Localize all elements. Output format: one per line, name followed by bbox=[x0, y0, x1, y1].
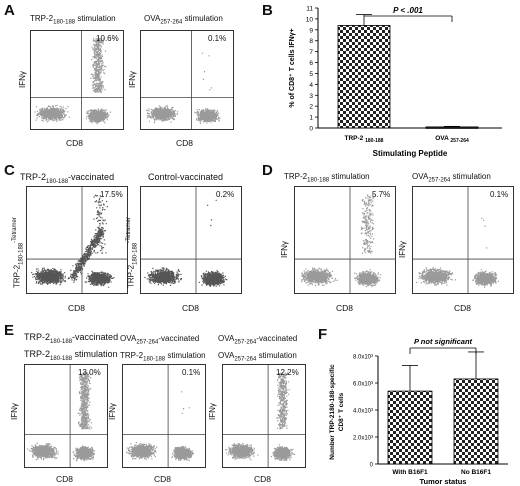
panel-e-ylabel-3: IFNγ bbox=[208, 403, 217, 420]
panel-letter-a: A bbox=[4, 2, 15, 19]
scatter-points bbox=[27, 187, 127, 293]
x-tick-label: With B16F1 bbox=[392, 469, 428, 476]
panel-d-right-title: OVA257-264 stimulation bbox=[412, 172, 491, 184]
panel-d-right-pct: 0.1% bbox=[490, 190, 509, 199]
scatter-points bbox=[123, 365, 205, 467]
y-tick-label: 8.0x10³ bbox=[353, 355, 373, 361]
panel-d-left-xlabel: CD8 bbox=[336, 303, 354, 313]
panel-e-col3-bottom: OVA257-264 stimulation bbox=[218, 351, 297, 363]
panel-e-col2-top: OVA257-264-vaccinated bbox=[120, 334, 200, 346]
y-tick-label: 10 bbox=[306, 16, 314, 23]
panel-letter-e: E bbox=[4, 322, 15, 339]
y-tick-label: 7 bbox=[309, 49, 313, 56]
y-tick-label: 3 bbox=[309, 93, 313, 100]
panel-e-scatter-2 bbox=[122, 364, 206, 468]
panel-c-left-title: TRP-2180-188-vaccinated bbox=[20, 172, 115, 185]
panel-a-right-xlabel: CD8 bbox=[176, 138, 194, 148]
panel-e-col1-top: TRP-2180-188-vaccinated bbox=[24, 332, 119, 345]
panel-e-pct-1: 13.0% bbox=[78, 368, 101, 377]
y-tick-label: 9 bbox=[309, 27, 313, 34]
panel-c-right-title: Control-vaccinated bbox=[148, 172, 224, 182]
panel-a-left-ylabel: IFNγ bbox=[18, 71, 27, 88]
panel-d-left-scatter bbox=[294, 186, 396, 294]
panel-a-right-title: OVA257-264 stimulation bbox=[144, 14, 223, 26]
panel-d-left-ylabel: IFNγ bbox=[280, 241, 289, 258]
x-axis-title: Stimulating Peptide bbox=[373, 149, 448, 158]
scatter-points bbox=[223, 365, 305, 467]
panel-e-scatter-3 bbox=[222, 364, 306, 468]
y-tick-label: 2 bbox=[309, 104, 313, 111]
y-tick-label: 2.0x10³ bbox=[353, 436, 373, 442]
panel-e-col2-bottom: TRP-2180-188 stimulation bbox=[120, 351, 206, 363]
panel-a-left-xlabel: CD8 bbox=[66, 138, 84, 148]
scatter-points bbox=[31, 31, 123, 129]
y-tick-label: 1 bbox=[309, 115, 313, 122]
panel-a-left-scatter bbox=[30, 30, 124, 130]
panel-e-ylabel-2: IFNγ bbox=[108, 403, 117, 420]
panel-a-right-scatter bbox=[140, 30, 234, 130]
panel-letter-c: C bbox=[4, 162, 15, 179]
panel-e-scatter-1 bbox=[24, 364, 108, 468]
panel-c-right-scatter bbox=[140, 186, 242, 294]
panel-c-right-xlabel: CD8 bbox=[182, 303, 200, 313]
x-axis-title: Tumor status bbox=[420, 477, 467, 486]
panel-e-col3-top: OVA257-264-vaccinated bbox=[218, 334, 298, 346]
scatter-points bbox=[141, 187, 241, 293]
panel-a-left-pct: 10.6% bbox=[96, 34, 119, 43]
x-tick-label: OVA 257-264 bbox=[435, 135, 469, 144]
panel-e-col1-bottom: TRP-2180-188 stimulation bbox=[24, 349, 118, 362]
scatter-points bbox=[141, 31, 233, 129]
panel-b-chart: 0 1 2 3 4 5 6 7 8 9 10 11 TRP-2 180-188 OVA 257-264 St… bbox=[288, 6, 502, 158]
x-tick-label: No B16F1 bbox=[461, 469, 491, 476]
panel-d-left-pct: 5.7% bbox=[372, 190, 391, 199]
scatter-points bbox=[25, 365, 107, 467]
panel-d-left-title: TRP-2180-188 stimulation bbox=[284, 172, 370, 184]
y-tick-label: 4.0x10³ bbox=[353, 409, 373, 415]
p-value: P < .001 bbox=[393, 6, 423, 15]
panel-c-right-pct: 0.2% bbox=[216, 190, 235, 199]
p-value: P not significant bbox=[414, 337, 473, 346]
panel-d-right-xlabel: CD8 bbox=[454, 303, 472, 313]
y-axis-title-line1: Number TRP-2180-188-specific bbox=[329, 364, 336, 460]
panel-e-pct-3: 12.2% bbox=[276, 368, 299, 377]
panel-a-right-ylabel: IFNγ bbox=[128, 71, 137, 88]
bar bbox=[425, 126, 479, 129]
panel-f-chart: 0 2.0x10³ 4.0x10³ 6.0x10³ 8.0x10³ With B16F1 N… bbox=[329, 337, 508, 486]
panel-e-xlabel-3: CD8 bbox=[254, 474, 272, 484]
scatter-points bbox=[413, 187, 513, 293]
y-tick-label: 0 bbox=[370, 463, 374, 469]
panel-e-xlabel-2: CD8 bbox=[154, 474, 172, 484]
bar bbox=[387, 390, 433, 465]
panel-c-left-pct: 17.5% bbox=[100, 190, 123, 199]
y-tick-label: 11 bbox=[306, 6, 313, 13]
scatter-points bbox=[295, 187, 395, 293]
y-tick-label: 6 bbox=[309, 60, 313, 67]
x-tick-label: TRP-2 180-188 bbox=[345, 135, 384, 144]
panel-e-xlabel-1: CD8 bbox=[56, 474, 74, 484]
panel-c-right-ylabel: TRP-2180-188-Tetramer bbox=[126, 217, 139, 288]
bar bbox=[453, 378, 499, 465]
y-tick-label: 5 bbox=[309, 71, 313, 78]
y-axis-title-line2: CD8⁺ T cells bbox=[338, 392, 345, 431]
panel-d-right-ylabel: IFNγ bbox=[398, 241, 407, 258]
panel-letter-f: F bbox=[318, 326, 328, 343]
y-axis-title: % of CD8⁺ T cells IFNγ+ bbox=[288, 28, 296, 107]
panel-c-left-xlabel: CD8 bbox=[68, 303, 86, 313]
panel-d-right-scatter bbox=[412, 186, 514, 294]
panel-e-ylabel-1: IFNγ bbox=[10, 403, 19, 420]
panel-a-right-pct: 0.1% bbox=[208, 34, 227, 43]
panel-e-pct-2: 0.1% bbox=[182, 368, 201, 377]
panel-letter-d: D bbox=[262, 162, 273, 179]
y-tick-label: 8 bbox=[309, 38, 313, 45]
y-tick-label: 4 bbox=[309, 82, 313, 89]
y-tick-label: 6.0x10³ bbox=[353, 382, 373, 388]
panel-c-left-ylabel: TRP-2180-188-Tetramer bbox=[12, 217, 25, 288]
bar bbox=[337, 25, 391, 129]
y-tick-label: 0 bbox=[309, 126, 313, 133]
panel-letter-b: B bbox=[262, 2, 273, 19]
panel-a-left-title: TRP-2180-188 stimulation bbox=[30, 14, 116, 26]
panel-c-left-scatter bbox=[26, 186, 128, 294]
